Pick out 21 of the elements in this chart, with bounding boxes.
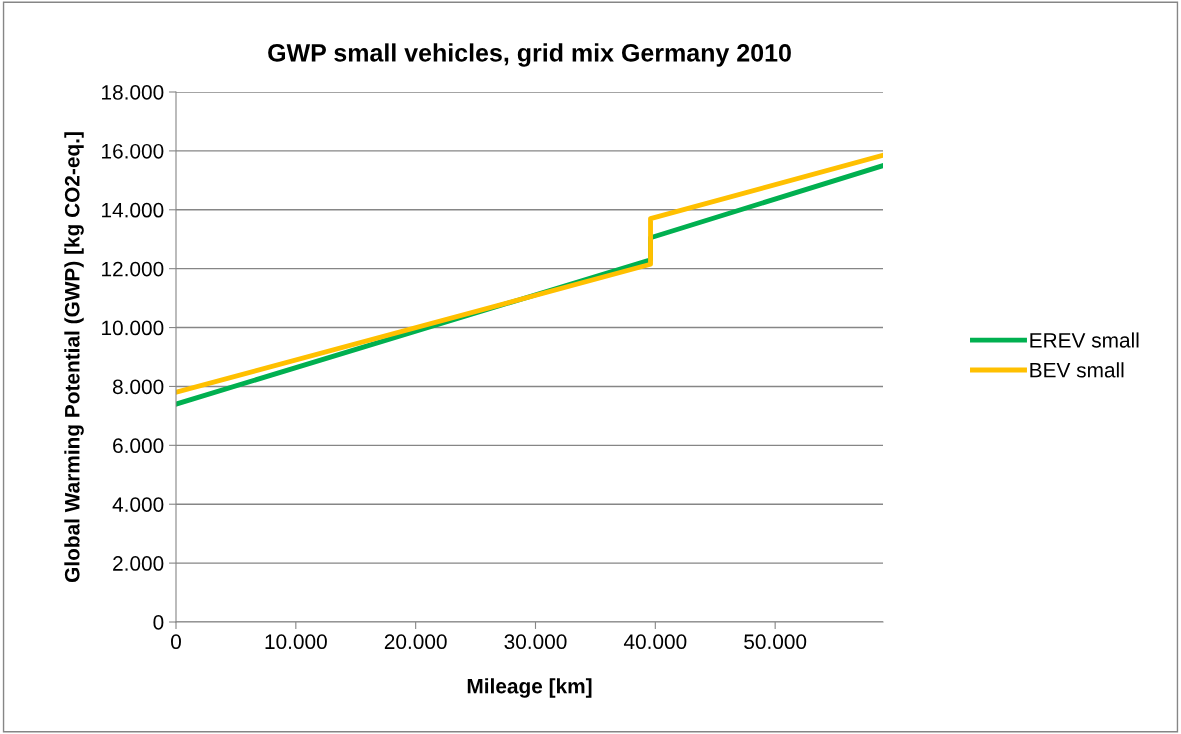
y-tick-label: 16.000 bbox=[102, 143, 164, 159]
y-tick-label: 4.000 bbox=[112, 497, 164, 512]
chart-title: GWP small vehicles, grid mix Germany 2010 bbox=[268, 43, 791, 67]
x-tick-label: 40.000 bbox=[623, 634, 687, 650]
legend-label: BEV small bbox=[1030, 362, 1124, 378]
x-tick-label: 50.000 bbox=[744, 634, 807, 650]
y-tick-label: 12.000 bbox=[102, 261, 164, 277]
x-tick-label: 0 bbox=[171, 634, 181, 650]
legend-label: EREV small bbox=[1030, 332, 1139, 348]
y-tick-label: 18.000 bbox=[102, 85, 164, 100]
y-tick-label: 2.000 bbox=[113, 556, 164, 571]
y-tick-label: 0 bbox=[153, 615, 164, 630]
x-tick-label: 30.000 bbox=[504, 634, 567, 650]
y-tick-label: 8.000 bbox=[112, 379, 164, 395]
y-tick-label: 10.000 bbox=[102, 320, 164, 336]
y-axis-title: Global Warming Potential (GWP) [kg CO2-eq.] bbox=[64, 132, 84, 583]
x-tick-label: 20.000 bbox=[384, 634, 447, 650]
y-tick-label: 6.000 bbox=[113, 438, 164, 454]
x-tick-label: 10.000 bbox=[265, 634, 327, 650]
y-tick-label: 14.000 bbox=[102, 202, 164, 218]
x-axis-title: Mileage [km] bbox=[467, 678, 592, 698]
